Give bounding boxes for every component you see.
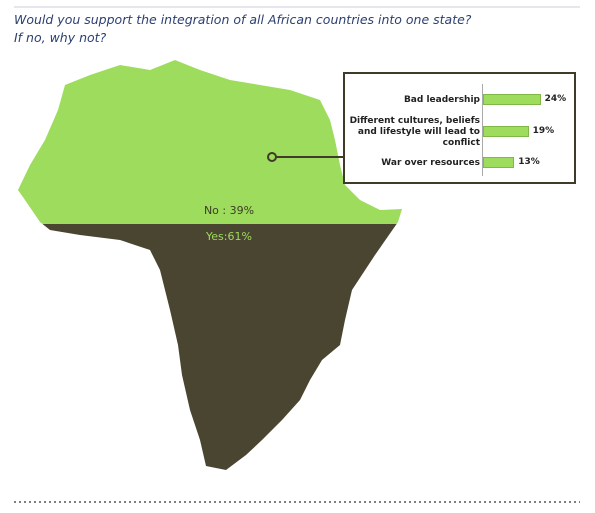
value-label: 13% — [518, 157, 540, 167]
yes-label: Yes:61% — [205, 230, 252, 243]
subtitle: If no, why not? — [14, 30, 107, 45]
category-label: Bad leadership — [403, 94, 480, 105]
bar — [483, 157, 515, 168]
reasons-chart: Bad leadership 24% Different cultures, bel… — [343, 72, 576, 184]
axis-line — [482, 84, 483, 176]
value-label: 19% — [532, 126, 555, 136]
value-label: 24% — [544, 94, 567, 104]
category-label: War over resources — [381, 157, 480, 168]
callout-dot — [267, 152, 277, 162]
title: Would you support the integration of all… — [14, 12, 472, 27]
bar — [483, 94, 541, 105]
no-label: No : 39% — [204, 204, 254, 217]
category-label: Different cultures, beliefs and lifestyl… — [349, 115, 480, 148]
bar — [483, 126, 529, 137]
